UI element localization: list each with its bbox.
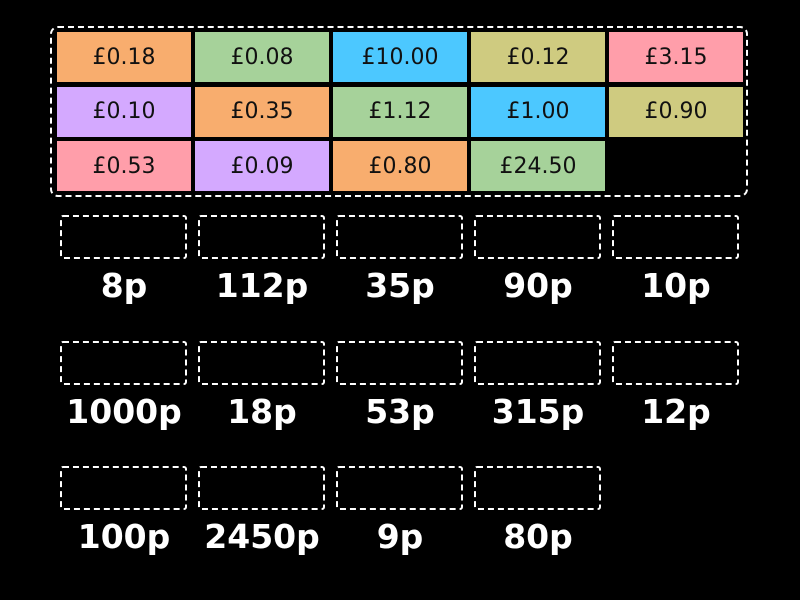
- drop-zone[interactable]: [60, 466, 187, 510]
- answer-tile[interactable]: £0.08: [195, 32, 329, 82]
- drop-zone[interactable]: [612, 215, 739, 259]
- answer-tile[interactable]: £24.50: [471, 141, 605, 191]
- answer-tile[interactable]: £1.00: [471, 86, 605, 137]
- target-label: 315p: [491, 391, 585, 431]
- answer-tile[interactable]: £1.12: [333, 86, 467, 137]
- answer-tile[interactable]: £0.09: [195, 141, 329, 191]
- answer-tile[interactable]: £10.00: [333, 32, 467, 82]
- target-label: 80p: [503, 517, 573, 556]
- drop-zone[interactable]: [336, 215, 463, 259]
- target-label: 1000p: [66, 391, 182, 431]
- target-label: 18p: [227, 391, 297, 431]
- answer-tile[interactable]: £3.15: [609, 32, 743, 82]
- drop-zone[interactable]: [474, 215, 601, 259]
- target-label: 90p: [503, 266, 573, 305]
- drop-zone[interactable]: [336, 340, 463, 385]
- answer-tile[interactable]: £0.10: [57, 86, 191, 137]
- target-label: 53p: [365, 391, 435, 431]
- answer-tile[interactable]: £0.90: [609, 86, 743, 137]
- target-label: 10p: [641, 266, 711, 305]
- target-label: 12p: [641, 391, 711, 431]
- drop-zone[interactable]: [60, 340, 187, 385]
- drop-zone[interactable]: [198, 466, 325, 510]
- target-label: 100p: [77, 517, 171, 556]
- drop-zone[interactable]: [60, 215, 187, 259]
- drop-zone[interactable]: [198, 340, 325, 385]
- answer-tile[interactable]: £0.53: [57, 141, 191, 191]
- drop-zone[interactable]: [198, 215, 325, 259]
- drop-zone[interactable]: [474, 466, 601, 510]
- answer-tile[interactable]: £0.18: [57, 32, 191, 82]
- target-label: 8p: [100, 266, 148, 305]
- drop-zone[interactable]: [336, 466, 463, 510]
- target-label: 2450p: [204, 517, 320, 556]
- target-label: 9p: [376, 517, 424, 556]
- answer-tile[interactable]: £0.12: [471, 32, 605, 82]
- answer-tile[interactable]: £0.80: [333, 141, 467, 191]
- drop-zone[interactable]: [474, 340, 601, 385]
- target-label: 112p: [215, 266, 309, 305]
- answer-bank: [50, 26, 748, 197]
- drop-zone[interactable]: [612, 340, 739, 385]
- answer-tile[interactable]: £0.35: [195, 86, 329, 137]
- target-label: 35p: [365, 266, 435, 305]
